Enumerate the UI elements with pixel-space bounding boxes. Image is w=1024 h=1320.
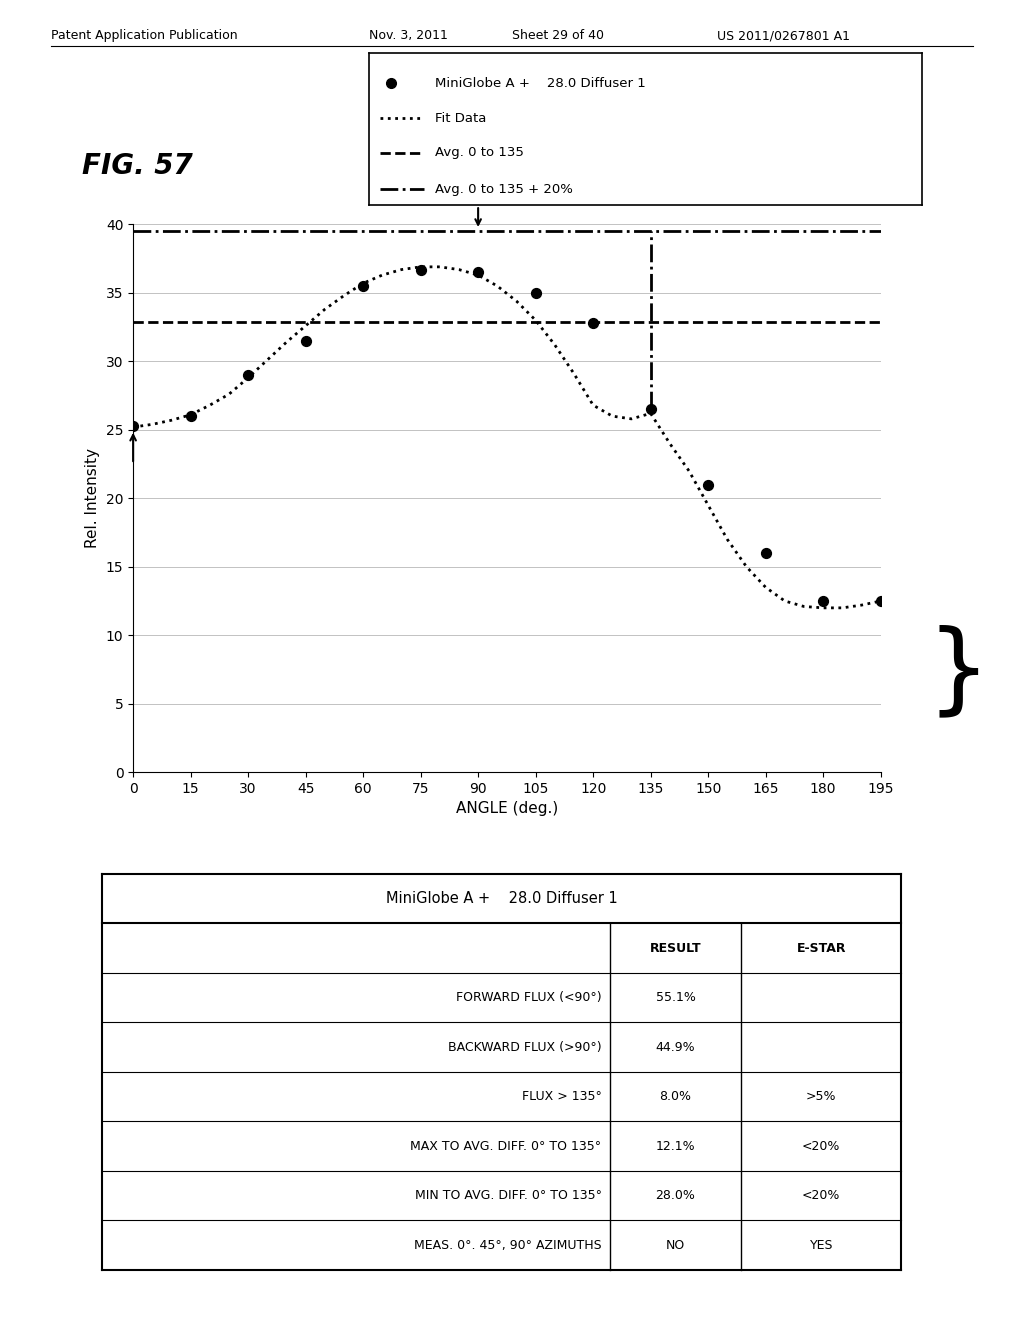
Text: >5%: >5% (806, 1090, 837, 1104)
Point (700, 474, 717, 495)
Text: 8.0%: 8.0% (659, 1090, 691, 1104)
Point (182, 405, 199, 426)
Point (758, 543, 774, 564)
Y-axis label: Rel. Intensity: Rel. Intensity (85, 449, 100, 548)
Text: MAX TO AVG. DIFF. 0° TO 135°: MAX TO AVG. DIFF. 0° TO 135° (411, 1139, 602, 1152)
Text: BACKWARD FLUX (>90°): BACKWARD FLUX (>90°) (447, 1040, 602, 1053)
Text: Fit Data: Fit Data (435, 112, 486, 124)
Text: 44.9%: 44.9% (655, 1040, 695, 1053)
Text: YES: YES (810, 1238, 833, 1251)
Point (355, 276, 372, 297)
Text: 12.1%: 12.1% (655, 1139, 695, 1152)
Point (125, 416, 141, 437)
Text: Avg. 0 to 135: Avg. 0 to 135 (435, 147, 524, 160)
Text: Nov. 3, 2011: Nov. 3, 2011 (369, 29, 447, 42)
Point (585, 313, 601, 334)
Text: <20%: <20% (802, 1139, 841, 1152)
Point (470, 261, 486, 282)
Text: MiniGlobe A +    28.0 Diffuser 1: MiniGlobe A + 28.0 Diffuser 1 (386, 891, 617, 906)
Point (240, 364, 256, 385)
Text: FORWARD FLUX (<90°): FORWARD FLUX (<90°) (456, 991, 602, 1005)
Text: FLUX > 135°: FLUX > 135° (521, 1090, 602, 1104)
Text: RESULT: RESULT (649, 941, 701, 954)
X-axis label: ANGLE (deg.): ANGLE (deg.) (456, 801, 558, 817)
Text: US 2011/0267801 A1: US 2011/0267801 A1 (717, 29, 850, 42)
Text: MEAS. 0°. 45°, 90° AZIMUTHS: MEAS. 0°. 45°, 90° AZIMUTHS (414, 1238, 602, 1251)
Point (815, 590, 831, 611)
Text: FIG. 57: FIG. 57 (82, 152, 193, 180)
Text: <20%: <20% (802, 1189, 841, 1203)
Point (297, 330, 313, 351)
Text: Patent Application Publication: Patent Application Publication (51, 29, 238, 42)
Text: MIN TO AVG. DIFF. 0° TO 135°: MIN TO AVG. DIFF. 0° TO 135° (415, 1189, 602, 1203)
Text: Avg. 0 to 135 + 20%: Avg. 0 to 135 + 20% (435, 183, 572, 195)
Point (413, 259, 429, 280)
Text: E-STAR: E-STAR (797, 941, 846, 954)
Point (642, 399, 658, 420)
Text: MiniGlobe A +    28.0 Diffuser 1: MiniGlobe A + 28.0 Diffuser 1 (435, 77, 646, 90)
Text: 55.1%: 55.1% (655, 991, 695, 1005)
Point (872, 590, 889, 611)
Text: Sheet 29 of 40: Sheet 29 of 40 (512, 29, 604, 42)
Text: 28.0%: 28.0% (655, 1189, 695, 1203)
Point (527, 282, 544, 304)
Text: NO: NO (666, 1238, 685, 1251)
Text: }: } (927, 624, 990, 722)
